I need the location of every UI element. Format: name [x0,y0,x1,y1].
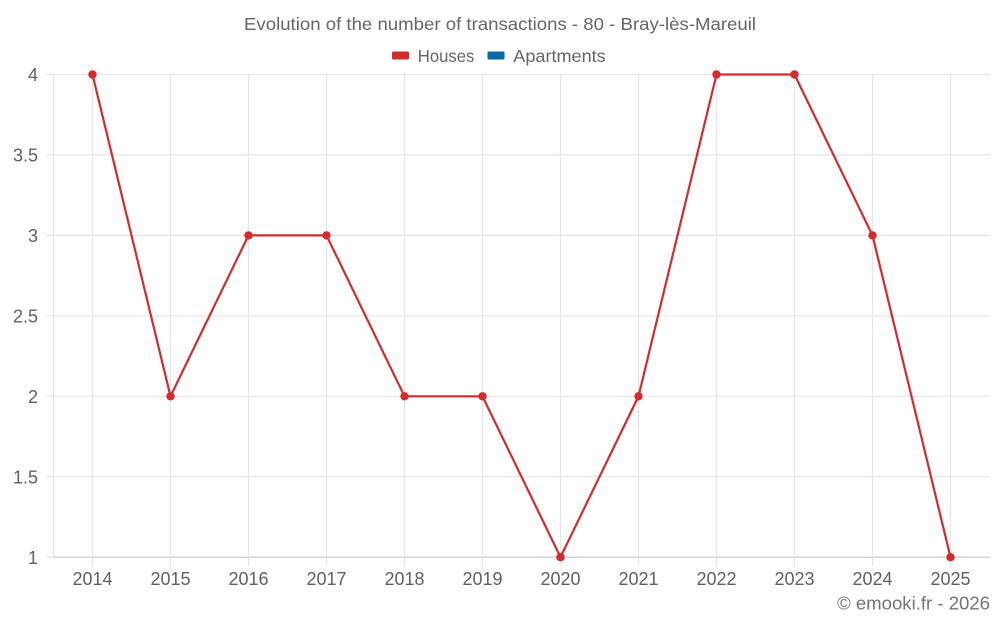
svg-text:1: 1 [28,548,38,568]
svg-text:3: 3 [28,226,38,246]
svg-text:2021: 2021 [618,569,658,589]
svg-text:2.5: 2.5 [13,307,38,327]
svg-text:© emooki.fr - 2026: © emooki.fr - 2026 [837,594,990,614]
svg-text:2014: 2014 [72,569,112,589]
svg-text:2017: 2017 [306,569,346,589]
svg-text:2023: 2023 [774,569,814,589]
svg-text:2024: 2024 [852,569,892,589]
svg-text:2019: 2019 [462,569,502,589]
svg-text:2: 2 [28,387,38,407]
svg-text:2016: 2016 [228,569,268,589]
svg-text:2022: 2022 [696,569,736,589]
svg-text:2020: 2020 [540,569,580,589]
svg-text:Evolution of the number of tra: Evolution of the number of transactions … [244,14,756,34]
svg-text:Apartments: Apartments [513,46,606,66]
svg-text:Houses: Houses [418,46,475,66]
svg-text:2025: 2025 [930,569,970,589]
svg-text:4: 4 [28,65,38,85]
svg-text:3.5: 3.5 [13,146,38,166]
svg-text:2018: 2018 [384,569,424,589]
svg-text:2015: 2015 [150,569,190,589]
svg-text:1.5: 1.5 [13,467,38,487]
